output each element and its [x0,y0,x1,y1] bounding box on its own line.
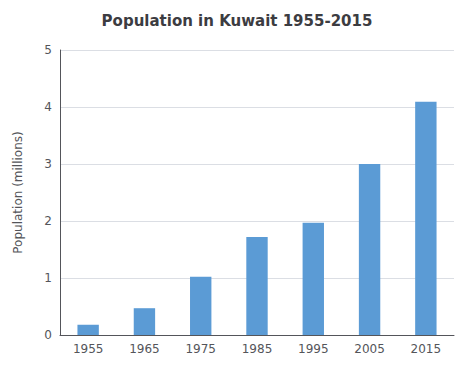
svg-text:2: 2 [44,214,52,228]
svg-text:3: 3 [44,157,52,171]
svg-text:Population in Kuwait 1955-2015: Population in Kuwait 1955-2015 [102,12,373,30]
svg-text:2005: 2005 [354,342,385,356]
svg-text:2015: 2015 [411,342,442,356]
svg-text:1985: 1985 [242,342,273,356]
svg-text:1955: 1955 [73,342,104,356]
svg-text:4: 4 [44,100,52,114]
svg-text:0: 0 [44,328,52,342]
svg-text:1: 1 [44,271,52,285]
svg-text:1995: 1995 [298,342,329,356]
svg-text:1975: 1975 [185,342,216,356]
svg-text:1965: 1965 [129,342,160,356]
svg-text:Population (millions): Population (millions) [11,131,25,253]
svg-text:5: 5 [44,43,52,57]
